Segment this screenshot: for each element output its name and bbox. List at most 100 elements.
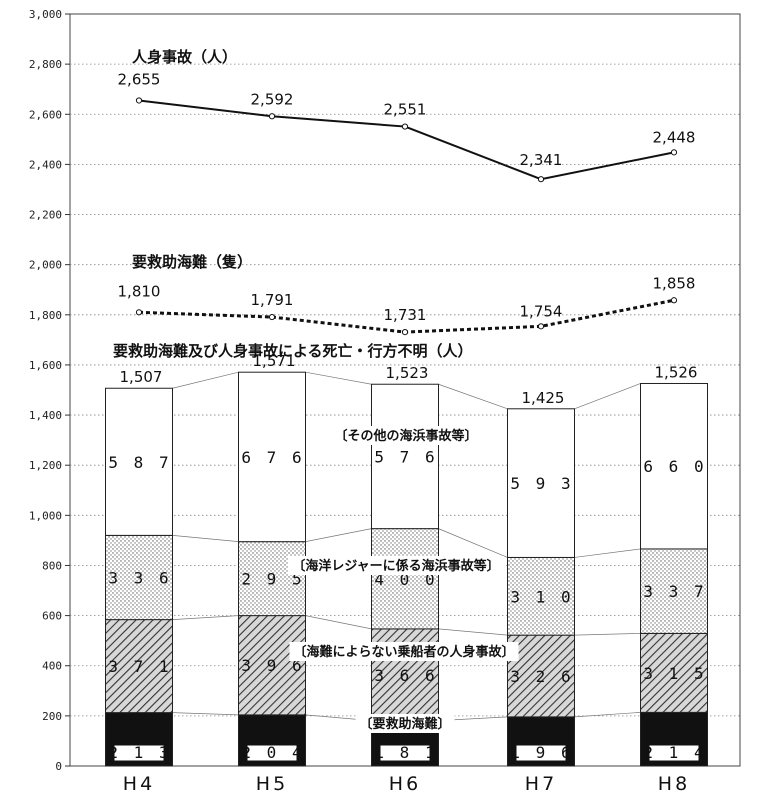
y-tick-label: 1,000 [29, 509, 62, 522]
y-tick-label: 1,400 [29, 409, 62, 422]
y-tick-label: 1,600 [29, 359, 62, 372]
x-tick-label: H7 [525, 773, 557, 795]
stack-connector [574, 548, 641, 558]
y-tick-label: 1,800 [29, 309, 62, 322]
segment-label-box [648, 744, 700, 762]
bar-segment [640, 632, 708, 713]
y-tick-label: 800 [42, 559, 62, 572]
bar-segment [105, 387, 173, 536]
stack-connector [172, 535, 239, 543]
segment-label-box [379, 744, 431, 762]
segment-value-label: 1 8 1 [374, 743, 437, 762]
segment-value-label: 5 9 3 [510, 474, 573, 493]
segment-label-box [113, 744, 165, 762]
category-label-bg [355, 714, 455, 733]
stack-connector [574, 383, 641, 410]
y-tick-label: 0 [55, 760, 62, 773]
segment-value-label: 3 7 1 [108, 657, 171, 676]
stack-connector [172, 371, 239, 389]
line-series-title: 要救助海難（隻） [132, 253, 252, 271]
category-label-bg [289, 642, 519, 661]
category-label: 〔海洋レジャーに係る海浜事故等〕 [292, 558, 499, 574]
bar-segment [238, 371, 306, 543]
segment-value-label: 2 0 4 [241, 743, 304, 762]
bar-total-label: 1,425 [522, 389, 565, 407]
bar-total-label: 1,571 [253, 352, 296, 370]
y-tick-label: 2,400 [29, 158, 62, 171]
segment-value-label: 3 9 6 [241, 656, 304, 675]
bar-segment [105, 619, 173, 714]
line-point-label: 1,810 [118, 282, 161, 300]
line-point [670, 149, 678, 156]
x-tick-label: H6 [389, 773, 421, 795]
bar-segment [640, 382, 708, 550]
segment-label-box [515, 744, 567, 762]
segment-value-label: 3 6 6 [374, 666, 437, 685]
category-label: 〔その他の海浜事故等〕 [334, 428, 477, 444]
segment-value-label: 5 7 6 [374, 447, 437, 466]
segment-value-label: 3 1 5 [643, 664, 706, 683]
segment-value-label: 2 1 3 [108, 743, 171, 762]
stack-connector [305, 371, 372, 385]
segment-value-label: 6 7 6 [241, 448, 304, 467]
line-point-label: 2,592 [251, 90, 294, 108]
segment-value-label: 2 9 5 [241, 570, 304, 589]
y-tick-label: 2,200 [29, 209, 62, 222]
category-label-bg [330, 426, 482, 445]
line-point [268, 313, 276, 321]
line-point [537, 176, 545, 183]
segment-value-label: 1 9 6 [510, 743, 573, 762]
stack-connector [305, 528, 372, 542]
segment-value-label: 2 1 4 [643, 743, 706, 762]
stack-connector [172, 615, 239, 620]
segment-value-label: 5 8 7 [108, 453, 171, 472]
x-tick-label: H4 [123, 773, 155, 795]
y-tick-label: 200 [42, 710, 62, 723]
stack-connector [574, 633, 641, 636]
segment-value-label: 6 6 0 [643, 457, 706, 476]
bar-segment [507, 634, 575, 718]
segment-value-label: 3 3 7 [643, 582, 706, 601]
line-point-label: 1,731 [384, 306, 427, 324]
segment-value-label: 3 1 0 [510, 587, 573, 606]
category-label-bg [288, 556, 504, 575]
x-tick-label: H8 [658, 773, 690, 795]
line-point [268, 113, 276, 120]
line-point-label: 1,791 [251, 291, 294, 309]
line-point [670, 297, 678, 304]
bar-total-label: 1,526 [655, 363, 698, 381]
bar-segment [371, 383, 439, 530]
bar-segment [238, 541, 306, 617]
stack-connector [574, 712, 641, 718]
line-series [135, 97, 678, 336]
category-label: 〔海難によらない乗船者の人身事故〕 [293, 644, 514, 660]
stack-connector [438, 528, 508, 558]
stack-connector [438, 628, 508, 636]
y-tick-label: 400 [42, 660, 62, 673]
segment-value-label: 3 3 6 [108, 568, 171, 587]
y-tick-label: 2,800 [29, 58, 62, 71]
stack-connector [305, 615, 372, 630]
bar-segment [371, 528, 439, 630]
stacked-bars [105, 371, 708, 767]
y-tick-label: 3,000 [29, 8, 62, 21]
line-series-title: 人身事故（人） [132, 48, 237, 66]
line-point-label: 1,754 [520, 302, 563, 320]
y-tick-label: 2,000 [29, 259, 62, 272]
line-point-label: 1,858 [653, 274, 696, 292]
line-point-label: 2,448 [653, 128, 696, 146]
y-tick-label: 1,200 [29, 459, 62, 472]
labels: H4 H5 H6 H7 H8 2 1 3 3 7 1 3 3 6 5 8 7 1,507 2 0 4… [108, 48, 706, 795]
segment-value-label: 3 2 6 [510, 667, 573, 686]
bar-total-label: 1,507 [120, 368, 163, 386]
category-label: 〔要救助海難〕 [359, 716, 450, 732]
line-point [401, 328, 409, 336]
bar-segment [507, 408, 575, 558]
line-point-label: 2,655 [118, 70, 161, 88]
stack-title: 要救助海難及び人身事故による死亡・行方不明（人） [113, 342, 473, 360]
bar-total-label: 1,523 [386, 364, 429, 382]
stack-connector [172, 712, 239, 716]
line-point [537, 323, 545, 330]
line-point [135, 97, 143, 104]
